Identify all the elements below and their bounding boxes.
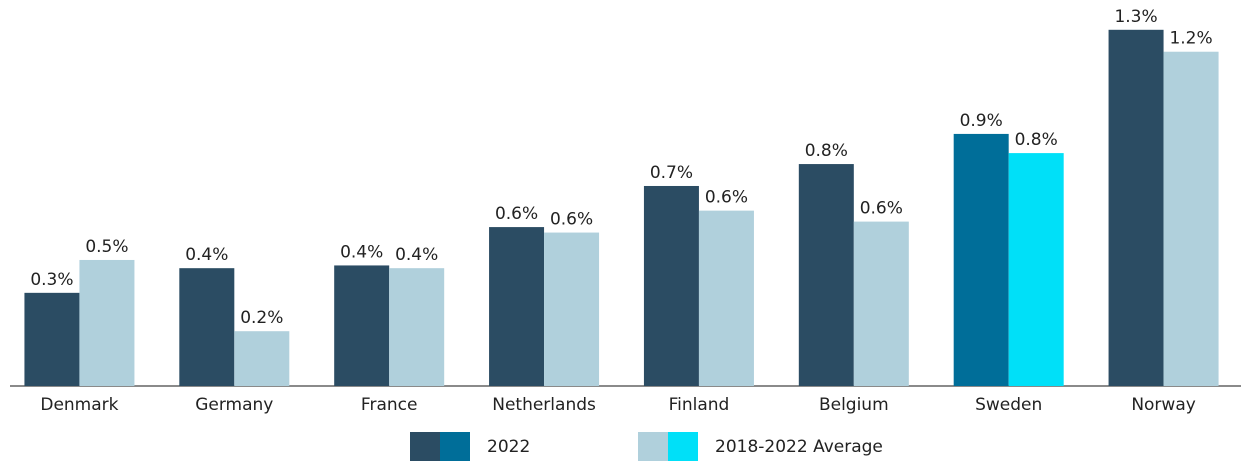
bar xyxy=(389,268,445,386)
x-tick-label: Germany xyxy=(195,395,273,415)
legend-swatch xyxy=(668,432,698,461)
value-label: 0.6% xyxy=(705,188,748,208)
value-label: 1.3% xyxy=(1114,7,1157,27)
legend-label: 2018-2022 Average xyxy=(715,437,883,457)
legend-swatch xyxy=(410,432,440,461)
bar xyxy=(489,227,545,386)
bar xyxy=(179,268,235,386)
value-label: 0.6% xyxy=(495,204,538,224)
value-label: 0.8% xyxy=(1015,130,1058,150)
bar xyxy=(953,133,1009,386)
x-tick-label: Sweden xyxy=(975,395,1042,415)
value-label: 1.2% xyxy=(1169,29,1212,49)
bar xyxy=(798,164,854,386)
bar xyxy=(698,210,754,386)
value-label: 0.6% xyxy=(550,210,593,230)
x-tick-label: Denmark xyxy=(40,395,118,415)
legend-swatch xyxy=(638,432,668,461)
value-label: 0.5% xyxy=(85,237,128,257)
value-label: 0.8% xyxy=(805,141,848,161)
x-tick-label: Norway xyxy=(1131,395,1196,415)
value-label: 0.2% xyxy=(240,308,283,328)
x-tick-label: Netherlands xyxy=(492,395,596,415)
bar xyxy=(1108,29,1164,387)
value-label: 0.9% xyxy=(960,111,1003,131)
bar xyxy=(79,259,135,386)
legend-swatch xyxy=(440,432,470,461)
value-label: 0.7% xyxy=(650,163,693,183)
legend-label: 2022 xyxy=(487,437,530,457)
value-label: 0.4% xyxy=(395,245,438,265)
value-label: 0.4% xyxy=(185,245,228,265)
value-label: 0.3% xyxy=(30,270,73,290)
bar xyxy=(1163,51,1219,386)
bar xyxy=(334,265,390,386)
bar xyxy=(234,331,290,386)
bar xyxy=(24,292,80,386)
bar xyxy=(853,221,909,386)
bar xyxy=(643,185,699,386)
bar xyxy=(1008,153,1064,386)
x-tick-label: France xyxy=(361,395,418,415)
x-tick-label: Finland xyxy=(669,395,730,415)
value-label: 0.6% xyxy=(860,199,903,219)
bar xyxy=(544,232,600,386)
x-tick-label: Belgium xyxy=(819,395,889,415)
value-label: 0.4% xyxy=(340,242,383,262)
